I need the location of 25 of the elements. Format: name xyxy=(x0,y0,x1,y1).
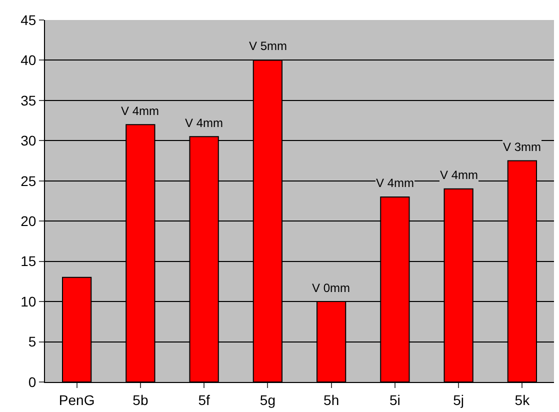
data-label: V 4mm xyxy=(440,168,478,182)
y-tick-label: 45 xyxy=(20,12,36,28)
x-tick-label: 5b xyxy=(132,392,148,408)
data-label: V 5mm xyxy=(249,39,288,53)
x-tick-label: 5g xyxy=(260,392,276,408)
x-tick-label: PenG xyxy=(58,392,95,408)
y-tick-label: 15 xyxy=(20,253,36,270)
x-tick-label: 5k xyxy=(514,392,531,408)
data-label: V 4mm xyxy=(185,116,224,130)
y-tick-label: 35 xyxy=(20,92,36,108)
data-label: V 4mm xyxy=(121,104,160,118)
y-tick-label: 20 xyxy=(20,213,36,230)
y-tick-label: 5 xyxy=(28,334,36,350)
x-tick-label: 5f xyxy=(198,392,210,408)
y-tick-label: 10 xyxy=(20,293,36,310)
x-tick-label: 5i xyxy=(389,392,400,408)
data-label: V 3mm xyxy=(503,140,542,154)
y-tick-label: 0 xyxy=(28,374,36,390)
x-tick-label: 5h xyxy=(324,392,340,408)
y-tick-label: 40 xyxy=(20,52,36,68)
x-tick-label: 5j xyxy=(453,392,464,408)
data-label: V 0mm xyxy=(312,281,350,295)
data-label: V 4mm xyxy=(376,176,414,190)
y-tick-label: 30 xyxy=(20,132,36,149)
y-tick-label: 25 xyxy=(20,172,36,189)
